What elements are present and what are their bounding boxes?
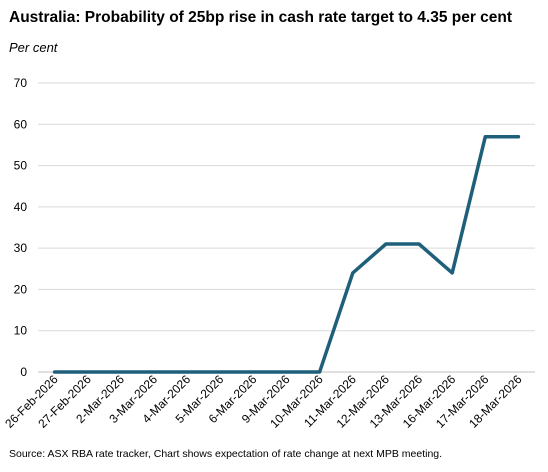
data-point: [251, 370, 255, 374]
data-point: [152, 370, 156, 374]
source-note: Source: ASX RBA rate tracker, Chart show…: [9, 448, 443, 460]
data-point: [119, 370, 123, 374]
data-point: [285, 370, 288, 374]
data-point: [218, 370, 222, 374]
y-tick-label: 40: [14, 200, 28, 214]
data-point: [384, 242, 388, 246]
data-point: [351, 271, 355, 275]
data-point: [318, 370, 322, 374]
data-point: [417, 242, 421, 246]
data-point: [450, 271, 454, 275]
y-tick-label: 50: [14, 159, 28, 173]
y-unit-label: Per cent: [9, 40, 58, 55]
chart-title: Australia: Probability of 25bp rise in c…: [9, 9, 513, 26]
gridlines: [38, 82, 535, 332]
data-point: [86, 370, 90, 374]
data-series: [52, 134, 521, 374]
data-point: [483, 135, 487, 139]
y-tick-label: 70: [14, 76, 28, 90]
data-point: [53, 370, 57, 374]
data-point: [516, 135, 520, 139]
y-tick-label: 30: [14, 241, 28, 255]
y-tick-label: 10: [14, 324, 28, 338]
data-point: [185, 370, 189, 374]
y-tick-label: 20: [14, 282, 28, 296]
y-axis-ticks: 0 10 20 30 40 50 60 70: [14, 76, 28, 379]
y-tick-label: 60: [14, 117, 28, 131]
y-tick-label: 0: [20, 365, 27, 379]
x-axis-ticks: 26-Feb-202627-Feb-20262-Mar-20263-Mar-20…: [2, 372, 525, 431]
series-line: [52, 134, 521, 374]
